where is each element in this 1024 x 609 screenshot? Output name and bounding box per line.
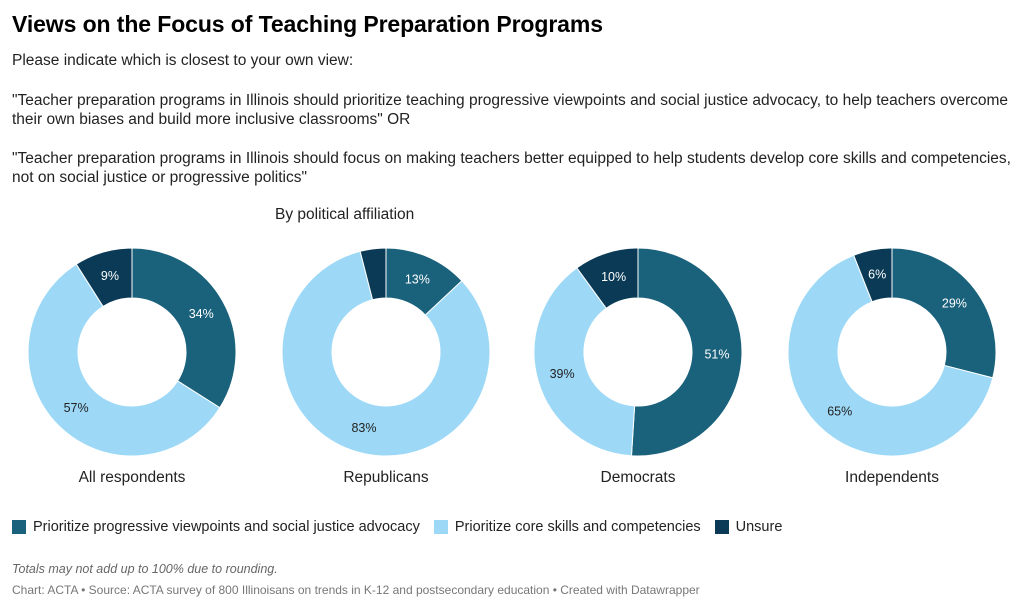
slice-independents-progressive: [891, 247, 997, 379]
legend-swatch-unsure: [714, 520, 729, 534]
legend-label-progressive: Prioritize progressive viewpoints and so…: [33, 519, 420, 535]
slice-democrats-progressive: [630, 247, 743, 457]
slice-independents-core-skills: [787, 254, 994, 457]
slice-all-respondents-progressive: [131, 247, 237, 409]
value-label-democrats-unsure: 10%: [601, 270, 626, 284]
slice-all-respondents-unsure: [75, 247, 133, 308]
chart-footer: Chart: ACTA • Source: ACTA survey of 800…: [12, 583, 700, 597]
statement-progressive: "Teacher preparation programs in Illinoi…: [12, 92, 1009, 128]
intro-text: Please indicate which is closest to your…: [12, 52, 354, 69]
legend-item-unsure: Unsure: [714, 519, 783, 535]
value-label-all-respondents-core-skills: 57%: [64, 401, 89, 415]
value-label-republicans-core-skills: 83%: [351, 421, 376, 435]
value-label-republicans-progressive: 13%: [405, 272, 430, 286]
legend-swatch-progressive: [12, 520, 26, 534]
value-label-independents-core-skills: 65%: [827, 404, 852, 418]
slice-republicans-unsure: [359, 247, 387, 301]
value-label-independents-unsure: 6%: [868, 267, 886, 281]
donut-all-respondents: 34% 57% 9% All respondents: [27, 247, 237, 486]
value-label-democrats-progressive: 51%: [704, 347, 729, 361]
donut-republicans: 13% 83% Republicans: [281, 247, 491, 486]
legend-label-unsure: Unsure: [735, 519, 783, 535]
chart-notes: Totals may not add up to 100% due to rou…: [12, 562, 278, 576]
legend-swatch-core-skills: [433, 520, 448, 534]
legend-item-progressive: Prioritize progressive viewpoints and so…: [12, 519, 420, 535]
donut-label-all-respondents: All respondents: [79, 469, 186, 486]
donut-democrats: 51% 39% 10% Democrats: [533, 247, 743, 486]
slice-republicans-core-skills: [281, 250, 491, 457]
chart-subtitle: By political affiliation: [275, 206, 415, 223]
value-label-independents-progressive: 29%: [942, 297, 967, 311]
donut-label-republicans: Republicans: [343, 469, 429, 486]
donut-independents: 29% 65% 6% Independents: [787, 247, 997, 486]
statement-core-skills: "Teacher preparation programs in Illinoi…: [12, 150, 1011, 186]
value-label-all-respondents-progressive: 34%: [189, 307, 214, 321]
legend-label-core-skills: Prioritize core skills and competencies: [454, 519, 701, 535]
value-label-democrats-core-skills: 39%: [550, 367, 575, 381]
slice-democrats-core-skills: [533, 267, 636, 457]
slice-independents-unsure: [853, 247, 893, 303]
legend-item-core-skills: Prioritize core skills and competencies: [433, 519, 701, 535]
chart-title: Views on the Focus of Teaching Preparati…: [12, 11, 603, 37]
value-label-all-respondents-unsure: 9%: [101, 269, 119, 283]
donut-charts: 34% 57% 9% All respondents 13% 83% Republicans…: [27, 247, 997, 486]
donut-label-democrats: Democrats: [601, 469, 676, 486]
slice-all-respondents-core-skills: [27, 263, 221, 457]
slice-democrats-unsure: [576, 247, 639, 310]
donut-label-independents: Independents: [845, 469, 939, 486]
legend: Prioritize progressive viewpoints and so…: [12, 519, 796, 535]
